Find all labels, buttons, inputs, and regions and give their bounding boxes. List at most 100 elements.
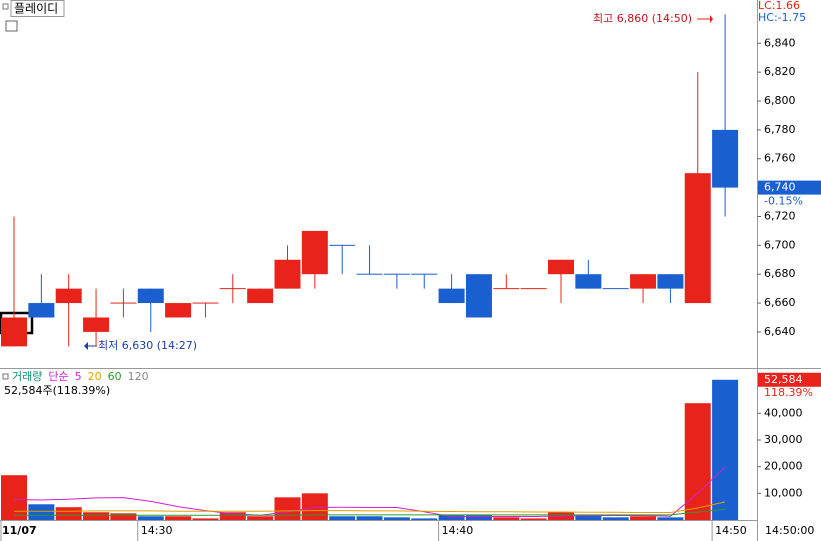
candle-body: [493, 288, 520, 290]
volume-bar: [657, 517, 684, 520]
candle-body: [247, 288, 274, 304]
candle-body: [630, 274, 657, 289]
candle-body: [28, 303, 55, 318]
y-tick-label: 6,800: [764, 94, 796, 107]
ma-line: [14, 501, 726, 514]
high-annotation: 최고 6,860 (14:50): [593, 12, 692, 25]
candle-body: [219, 288, 246, 290]
volume-bar: [356, 516, 383, 520]
volume-bar: [438, 515, 465, 520]
candle-body: [301, 230, 328, 275]
volume-bar: [137, 516, 164, 520]
hc-label: HC:-1.75: [758, 11, 806, 24]
candle-body: [465, 274, 492, 318]
y-tick-label: 30,000: [764, 433, 803, 446]
y-tick-label: 10,000: [764, 486, 803, 499]
candle-body: [684, 173, 711, 304]
volume-bar: [192, 518, 219, 520]
volume-bar: [493, 517, 520, 520]
candle-body: [548, 259, 574, 275]
volume-bar: [383, 517, 410, 520]
legend-item: 5: [75, 370, 82, 383]
volume-bar: [28, 504, 55, 520]
volume-bar: [247, 516, 274, 520]
last-ratio-label: 118.39%: [764, 386, 813, 399]
low-annotation: 최저 6,630 (14:27): [98, 339, 197, 352]
y-tick-label: 6,640: [764, 325, 796, 338]
high-arrow-head: [710, 15, 713, 23]
grid-icon[interactable]: [5, 20, 18, 32]
candle-body: [329, 244, 356, 246]
y-tick-label: 6,760: [764, 152, 796, 165]
legend-item: 단순: [48, 370, 68, 383]
ma-line: [14, 508, 726, 516]
volume-bar: [301, 493, 328, 520]
legend-item: 120: [128, 370, 149, 383]
candle-body: [520, 288, 547, 290]
volume-bar: [55, 507, 82, 520]
x-tick-label: 14:40: [442, 524, 474, 537]
y-tick-label: 40,000: [764, 406, 803, 419]
volume-bar: [329, 516, 356, 520]
y-tick-label: 6,660: [764, 296, 796, 309]
volume-bar: [684, 403, 711, 520]
volume-bar: [83, 512, 110, 520]
volume-bar: [165, 516, 192, 520]
candle-body: [137, 288, 164, 304]
change-label: -0.15%: [764, 195, 803, 208]
volume-bar: [575, 515, 602, 520]
y-tick-label: 6,840: [764, 36, 796, 49]
ma-line: [13, 466, 726, 518]
volume-bar: [712, 379, 739, 520]
volume-bar: [411, 518, 438, 520]
candle-body: [165, 303, 192, 318]
y-tick-label: 6,820: [764, 65, 796, 78]
last-price-box: [758, 180, 821, 195]
y-tick-label: 6,780: [764, 123, 796, 136]
volume-bar: [630, 516, 657, 520]
last-price-label: 6,740: [764, 181, 796, 194]
y-tick-label: 6,680: [764, 267, 796, 280]
candle-body: [438, 288, 465, 304]
legend-item: 거래량: [12, 370, 42, 383]
candle-body: [602, 288, 629, 290]
y-tick-label: 6,700: [764, 238, 796, 251]
volume-bar: [465, 515, 492, 520]
volume-bar: [602, 517, 629, 520]
volume-bar: [1, 475, 27, 520]
legend-item: 60: [108, 370, 122, 383]
volume-info: 52,584주(118.39%): [4, 384, 110, 397]
legend-item: 20: [88, 370, 102, 383]
candle-body: [575, 274, 602, 289]
candle-body: [55, 288, 82, 304]
cursor-time: 14:50:00: [765, 524, 814, 537]
lc-label: LC:1.66: [758, 0, 800, 12]
candle-body: [712, 129, 739, 188]
candle-body: [192, 302, 219, 304]
candle-body: [411, 273, 438, 275]
candle-body: [356, 273, 383, 275]
volume-bar: [219, 512, 246, 520]
y-tick-label: 20,000: [764, 460, 803, 473]
y-tick-label: 6,720: [764, 209, 796, 222]
panel-icon: [2, 3, 9, 10]
candle-body: [383, 273, 410, 275]
volume-bar: [110, 513, 137, 520]
title-box: [10, 0, 65, 17]
volume-bar: [520, 518, 547, 520]
last-volume-label: 52,584: [764, 373, 803, 386]
x-tick-label: 14:50: [715, 524, 747, 537]
x-tick-label: 14:30: [141, 524, 173, 537]
candle-body: [274, 259, 301, 289]
candle-body: [83, 317, 110, 332]
title: 플레이디: [14, 2, 58, 16]
volume-bar: [274, 497, 301, 520]
panel-icon: [2, 373, 9, 380]
candle-body: [110, 302, 137, 304]
candle-body: [657, 274, 684, 289]
x-tick-label: 11/07: [2, 524, 37, 537]
low-arrow-head: [84, 342, 88, 350]
last-volume-box: [758, 372, 821, 387]
